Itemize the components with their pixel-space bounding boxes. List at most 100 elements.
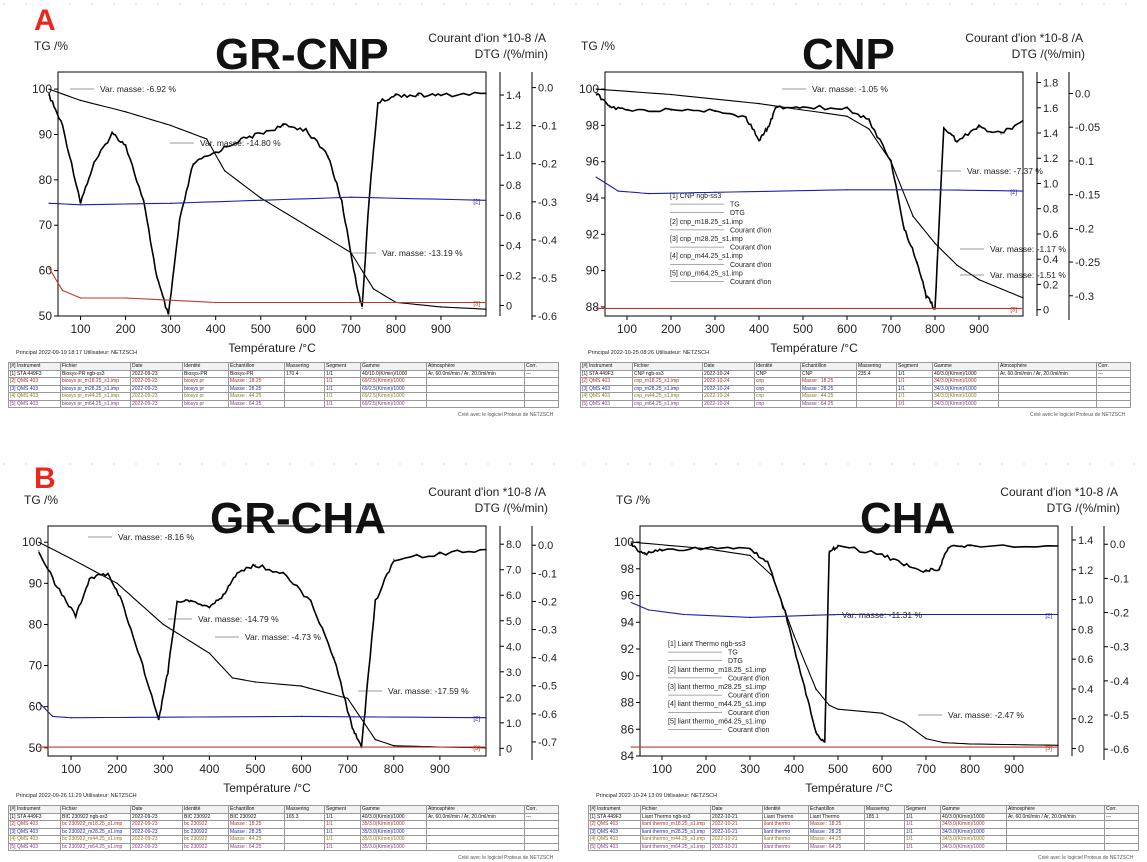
page-grid-dot	[759, 463, 761, 465]
table-cell: 165.3	[284, 812, 325, 821]
mass-change-annotation: Var. masse: -4.73 %	[245, 632, 321, 642]
table-cell: Ar, 60.0ml/min / Ar, 20.0ml/min	[426, 812, 525, 821]
series-point	[1000, 133, 1002, 135]
table-cell: 40/3.0(K/min)/1000	[940, 812, 1007, 821]
page-grid-dot	[627, 463, 629, 465]
page-grid-dot	[47, 3, 49, 5]
table-cell: biosys pr	[182, 384, 229, 393]
table-cell	[998, 377, 1097, 386]
table-cell: 34/3.0(K/min)/1000	[932, 399, 999, 408]
y3-tick-label: -0.5	[1110, 710, 1129, 722]
y3-tick-label: -0.2	[1075, 223, 1094, 235]
x-tick-label: 700	[338, 762, 358, 776]
table-header-cell: Fichier	[60, 362, 131, 371]
series-point	[167, 315, 170, 317]
y3-tick-label: -0.6	[538, 311, 557, 323]
page-grid-dot	[201, 3, 203, 5]
series-end-tag: [2]	[1045, 613, 1052, 619]
series-end-tag: [2]	[473, 717, 480, 723]
y2-tick-label: 0	[506, 743, 512, 755]
table-cell: [2] QMS 403	[8, 820, 61, 829]
series-line-dtg	[48, 91, 487, 315]
table-cell	[426, 835, 525, 844]
y-tick-label: 94	[621, 615, 635, 629]
x-tick-label: 400	[784, 762, 804, 776]
x-tick-label: 900	[430, 762, 450, 776]
table-cell: 2022-10-24	[702, 377, 755, 386]
series-point	[595, 88, 597, 90]
y3-tick-label: 0.0	[538, 83, 553, 95]
x-tick-label: 100	[652, 762, 672, 776]
table-cell: 2022-09-23	[130, 842, 183, 851]
series-point	[38, 746, 40, 748]
page-grid-dot	[3, 463, 5, 465]
y3-tick-label: -0.2	[538, 596, 557, 608]
series-point	[828, 704, 830, 706]
table-cell: bc 230922_m18.25_s1.imp	[60, 820, 131, 829]
series-point	[934, 242, 936, 245]
y3-tick-label: -0.05	[1075, 122, 1100, 134]
series-end-tag: [3]	[1010, 307, 1017, 313]
x-tick-label: 600	[837, 322, 857, 336]
table-cell: cnp	[754, 384, 801, 393]
series-point	[111, 132, 113, 135]
series-point	[79, 204, 82, 206]
x-tick-label: 200	[107, 762, 127, 776]
table-cell	[284, 827, 325, 836]
software-credit: Créé avec le logiciel Proteus de NETZSCH	[458, 855, 554, 861]
y3-tick-label: -0.1	[1075, 156, 1094, 168]
series-line-tg	[631, 541, 1059, 746]
y-tick-label: 88	[586, 300, 600, 314]
y-tick-label: 92	[621, 642, 635, 656]
table-row: [4] QMS 403 liant thermo_m44.25_s1.imp 202…	[588, 835, 1139, 844]
table-cell: 2022-10-24	[702, 392, 755, 401]
table-cell: 2022-10-21	[710, 820, 763, 829]
series-end-tag: [3]	[473, 746, 480, 752]
page-grid-dot	[1045, 463, 1047, 465]
x-tick-label: 400	[206, 322, 226, 336]
y3-tick-label: -0.7	[538, 737, 557, 749]
table-header-cell: Corr.	[524, 362, 559, 371]
x-tick-label: 600	[872, 762, 892, 776]
table-cell: BIC 230922	[182, 812, 229, 821]
y3-tick-label: -0.3	[1110, 642, 1129, 654]
panel-label-a: A	[34, 4, 56, 37]
series-point	[802, 106, 804, 108]
page-grid-dot	[605, 463, 607, 465]
legend-entry: [3] cnp_m28.25_s1.imp	[670, 236, 743, 243]
table-cell	[856, 392, 897, 401]
y2-tick-label: 0.6	[1043, 229, 1058, 241]
table-cell	[864, 820, 905, 829]
table-header-cell: Segment	[324, 805, 361, 814]
legend-entry: [2] liant thermo_m18.25_s1.imp	[668, 667, 766, 674]
table-cell: 35/3.0(K/min)/1000	[360, 835, 427, 844]
table-cell: 1/1	[324, 835, 361, 844]
table-cell: liant thermo_m44.25_s1.imp	[640, 835, 711, 844]
y2-axis-label: Courant d'ion *10-8 /A	[428, 485, 546, 499]
series-point	[802, 680, 804, 682]
table-cell: [2] QMS 403	[8, 377, 61, 386]
y2-tick-label: 1.0	[506, 150, 521, 162]
x-tick-label: 500	[793, 322, 813, 336]
y-tick-label: 50	[29, 741, 43, 755]
series-point	[630, 541, 632, 543]
y-tick-label: 94	[586, 191, 600, 205]
y2-tick-label: 0.6	[1078, 654, 1093, 666]
y3-axis-label: DTG /(%/min)	[1012, 47, 1085, 61]
table-cell: ---	[524, 369, 559, 378]
series-point	[890, 160, 892, 162]
series-point	[157, 718, 160, 721]
table-cell: biosys pr_m18.25_s1.imp	[60, 377, 131, 386]
table-cell: [3] QMS 403	[8, 827, 61, 836]
table-cell: Masse : 64.25	[808, 842, 865, 851]
page-grid-dot	[751, 3, 753, 5]
x-tick-label: 300	[153, 762, 173, 776]
mass-change-annotation: Var. masse: -1.17 %	[990, 244, 1066, 254]
series-point	[178, 220, 181, 222]
series-point	[903, 227, 905, 230]
series-point	[327, 155, 330, 157]
table-cell: 35/3.0(K/min)/1000	[360, 820, 427, 829]
series-point	[683, 613, 685, 616]
table-header-cell: Echantillon	[808, 805, 865, 814]
series-point	[74, 614, 77, 617]
